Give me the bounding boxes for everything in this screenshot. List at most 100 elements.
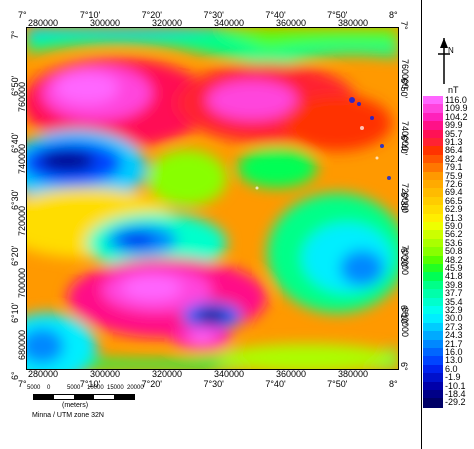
bottom-longitude-label: 7°50' xyxy=(327,379,348,389)
bottom-easting-label: 300000 xyxy=(90,369,121,379)
legend-entry: 21.7 xyxy=(423,339,474,349)
bottom-easting-label: 360000 xyxy=(276,369,307,379)
legend-value: 32.9 xyxy=(445,305,463,315)
legend-value: -18.4 xyxy=(445,389,466,399)
legend-value: 61.3 xyxy=(445,212,463,223)
legend-value: 48.2 xyxy=(445,254,463,265)
legend-swatch xyxy=(423,356,443,366)
legend-entry: 66.5 xyxy=(423,196,474,207)
legend-value: 16.0 xyxy=(445,347,463,357)
legend-entry: 35.4 xyxy=(423,296,474,307)
legend-swatch xyxy=(423,255,443,265)
legend-swatch xyxy=(423,171,443,181)
legend-entry: 6.0 xyxy=(423,364,474,375)
legend-entry: 16.0 xyxy=(423,347,474,358)
legend-swatch xyxy=(423,238,443,249)
bottom-longitude-label: 7°10' xyxy=(79,379,101,389)
legend-swatch xyxy=(423,205,443,215)
legend-entry: 59.0 xyxy=(423,221,474,232)
top-easting-label: 280000 xyxy=(28,18,59,28)
legend-swatch xyxy=(423,129,443,139)
north-arrow: N xyxy=(433,36,455,86)
scale-tick-label: 5000 xyxy=(67,385,81,391)
legend-entry: 69.4 xyxy=(423,187,474,198)
legend-swatch xyxy=(423,306,443,316)
legend-entry: -29.2 xyxy=(423,397,474,408)
legend-entry: 79.1 xyxy=(423,162,474,173)
legend-swatch xyxy=(423,112,443,123)
legend-entry: 104.2 xyxy=(423,112,474,123)
legend-swatch xyxy=(423,138,443,148)
legend-value: 62.9 xyxy=(445,204,463,215)
legend-entry: -10.1 xyxy=(423,380,474,391)
legend-swatch xyxy=(423,154,443,165)
legend-value: 27.3 xyxy=(445,321,463,332)
legend-swatch xyxy=(423,247,443,257)
left-latitude-label: 7° xyxy=(10,30,20,39)
panel-divider xyxy=(421,0,422,449)
legend-swatch xyxy=(423,163,443,173)
legend-entry: 39.8 xyxy=(423,280,474,291)
projection-label: Minna / UTM zone 32N xyxy=(32,412,104,419)
legend-swatch xyxy=(423,272,443,282)
legend-value: 116.0 xyxy=(445,95,467,105)
map-frame: 7° 7°10' 7°20' 7°30' 7°40' 7°50' 8° 280000 3000… xyxy=(10,0,468,449)
right-latitude-label: 7° xyxy=(399,21,409,30)
legend-swatch xyxy=(423,297,443,307)
scale-tick-label: 10000 xyxy=(87,385,104,391)
anomaly-raster xyxy=(27,28,398,369)
legend-entry: 116.0 xyxy=(423,95,474,106)
legend-value: 86.4 xyxy=(445,145,463,156)
legend-value: 35.4 xyxy=(445,296,463,307)
bottom-longitude-label: 7° xyxy=(18,379,27,389)
scale-tick-label: 5000 xyxy=(27,385,41,391)
legend-value: 50.8 xyxy=(445,246,463,257)
legend-entry: 56.2 xyxy=(423,230,474,240)
legend-unit: nT xyxy=(448,85,459,95)
legend-entry: 61.3 xyxy=(423,212,474,223)
legend-swatch xyxy=(423,213,443,223)
legend-value: -10.1 xyxy=(445,380,466,391)
bottom-longitude-label: 7°30' xyxy=(203,379,224,389)
right-latitude-label: 6° xyxy=(399,362,409,371)
top-longitude-label: 7°20' xyxy=(141,10,162,20)
top-longitude-label: 8° xyxy=(389,10,398,20)
legend-entry: 13.0 xyxy=(423,355,474,366)
legend-value: 59.0 xyxy=(445,221,463,231)
bottom-longitude-label: 7°20' xyxy=(141,379,162,389)
legend-value: -1.9 xyxy=(445,372,461,383)
legend-swatch xyxy=(423,264,443,274)
legend-swatch xyxy=(423,121,443,131)
legend-entry: 37.7 xyxy=(423,288,474,299)
bottom-easting-label: 340000 xyxy=(214,369,245,379)
legend-swatch xyxy=(423,348,443,358)
legend-swatch xyxy=(423,381,443,391)
legend-entry: 48.2 xyxy=(423,254,474,265)
right-northing-label: 680000 xyxy=(400,307,410,338)
legend-entry: 41.8 xyxy=(423,272,474,282)
legend-value: 13.0 xyxy=(445,355,463,366)
legend-swatch xyxy=(423,146,443,156)
top-longitude-label: 7°40' xyxy=(265,10,286,20)
bottom-longitude-label: 7°40' xyxy=(265,379,286,389)
legend-swatch xyxy=(423,96,443,106)
legend-entry: -18.4 xyxy=(423,389,474,400)
legend-swatch xyxy=(423,339,443,349)
legend-value: 69.4 xyxy=(445,187,463,198)
legend-swatch xyxy=(423,230,443,240)
top-easting-label: 360000 xyxy=(276,18,307,28)
legend-entry: 82.4 xyxy=(423,154,474,165)
legend-swatch xyxy=(423,280,443,291)
right-northing-label: 760000 xyxy=(400,59,410,90)
legend-entry: 109.9 xyxy=(423,104,474,114)
legend-entry: 99.9 xyxy=(423,120,474,131)
color-legend: 116.0 109.9 104.2 99.9 95.7 91.3 86.4 82.4 79.1 7… xyxy=(423,95,474,408)
legend-value: -29.2 xyxy=(445,397,466,408)
legend-swatch xyxy=(423,222,443,232)
legend-entry: 30.0 xyxy=(423,314,474,324)
north-label: N xyxy=(448,46,454,55)
scale-tick-label: 20000 xyxy=(127,385,144,391)
top-easting-label: 340000 xyxy=(214,18,245,28)
right-northing-label: 740000 xyxy=(400,121,410,152)
bottom-longitude-label: 8° xyxy=(389,379,398,389)
